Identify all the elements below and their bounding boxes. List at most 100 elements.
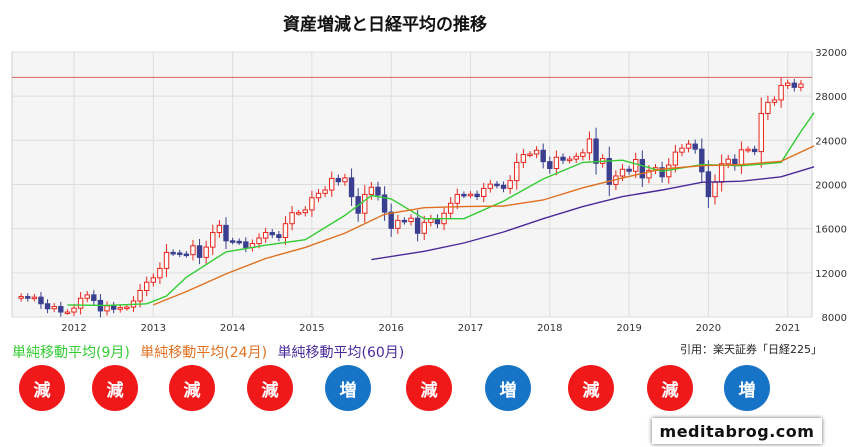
candle <box>302 209 308 214</box>
candle <box>580 152 586 157</box>
candle <box>276 234 282 238</box>
candle <box>183 253 190 257</box>
candle <box>243 241 249 248</box>
badge-increase: 増 <box>485 365 531 411</box>
candle <box>51 306 57 310</box>
x-tick-label: 2015 <box>299 323 324 334</box>
candle <box>210 232 216 248</box>
candle <box>335 177 342 183</box>
candle <box>18 296 24 299</box>
candle <box>659 167 665 178</box>
candle <box>639 159 646 179</box>
candle <box>362 193 368 214</box>
candle <box>751 148 758 153</box>
x-tick-label: 2021 <box>775 323 800 334</box>
badge-decrease: 減 <box>19 365 65 411</box>
candle <box>692 143 698 150</box>
candle <box>315 192 322 199</box>
candle <box>560 156 566 161</box>
candle <box>342 177 348 183</box>
x-tick-label: 2013 <box>141 323 166 334</box>
source-citation: 引用：楽天証券「日経225」 <box>680 343 822 356</box>
candle <box>269 232 275 236</box>
candle <box>699 148 705 173</box>
candle <box>322 189 328 194</box>
x-tick-label: 2014 <box>220 323 245 334</box>
candle <box>256 237 262 245</box>
candle <box>454 193 460 204</box>
candle <box>771 99 778 103</box>
candle <box>738 149 745 167</box>
badge-decrease: 減 <box>169 365 215 411</box>
badge-increase: 増 <box>724 365 770 411</box>
candle <box>434 218 441 225</box>
candle <box>368 186 375 195</box>
candle <box>725 158 731 165</box>
candle <box>216 224 223 234</box>
candle <box>474 193 480 198</box>
candle <box>520 153 527 163</box>
candle <box>527 153 533 157</box>
candle <box>785 82 791 86</box>
candle <box>223 224 229 242</box>
candle <box>137 290 143 302</box>
x-tick-label: 2012 <box>61 323 86 334</box>
badge-decrease: 減 <box>647 365 693 411</box>
candle <box>110 305 117 310</box>
candle <box>64 311 71 315</box>
candle <box>262 232 269 239</box>
candle <box>71 307 77 313</box>
candle <box>381 194 388 213</box>
candle <box>143 281 150 291</box>
candle <box>633 159 639 172</box>
y-tick-label: 28000 <box>815 92 847 103</box>
candle <box>646 169 652 179</box>
y-tick-label: 16000 <box>815 225 847 236</box>
candle <box>672 151 679 166</box>
y-tick-label: 8000 <box>822 313 847 324</box>
candle <box>705 171 712 198</box>
candle <box>44 303 51 310</box>
candle <box>461 193 467 197</box>
candle <box>84 294 90 299</box>
candle <box>758 113 764 153</box>
candle <box>586 138 593 154</box>
candle <box>31 296 38 300</box>
candle <box>798 83 804 88</box>
candle <box>791 82 798 88</box>
candle <box>494 183 500 187</box>
candle <box>533 149 540 155</box>
candle <box>190 245 196 256</box>
x-tick-label: 2017 <box>458 323 483 334</box>
candle <box>718 163 725 183</box>
candle <box>685 143 692 149</box>
candle <box>295 212 302 215</box>
ma60-line <box>371 166 815 261</box>
candle <box>593 138 599 164</box>
legend-ma24: 単純移動平均(24月) <box>140 345 268 361</box>
badge-decrease: 減 <box>247 365 293 411</box>
candle <box>38 296 44 305</box>
candle <box>203 246 209 258</box>
candle <box>566 158 573 162</box>
candle <box>163 251 170 269</box>
x-tick-label: 2020 <box>696 323 721 334</box>
candle <box>547 161 553 169</box>
legend: 単純移動平均(9月) 単純移動平均(24月) 単純移動平均(60月) <box>12 342 410 362</box>
nikkei-candlestick-chart: 8000 12000 16000 20000 24000 28000 32000 2012 20… <box>11 48 847 334</box>
badge-decrease: 減 <box>568 365 614 411</box>
candle <box>124 306 130 310</box>
candle <box>58 306 64 313</box>
candle <box>573 155 579 160</box>
candle <box>712 181 718 198</box>
candle <box>150 277 157 283</box>
candle <box>177 252 183 255</box>
x-tick-label: 2018 <box>537 323 562 334</box>
candle <box>679 147 685 153</box>
candle <box>309 197 315 211</box>
legend-ma9: 単純移動平均(9月) <box>12 345 130 361</box>
candle <box>507 180 513 189</box>
candle <box>157 267 163 279</box>
chart-title: 資産増減と日経平均の推移 <box>283 15 487 35</box>
site-watermark: meditabrog.com <box>652 418 822 444</box>
